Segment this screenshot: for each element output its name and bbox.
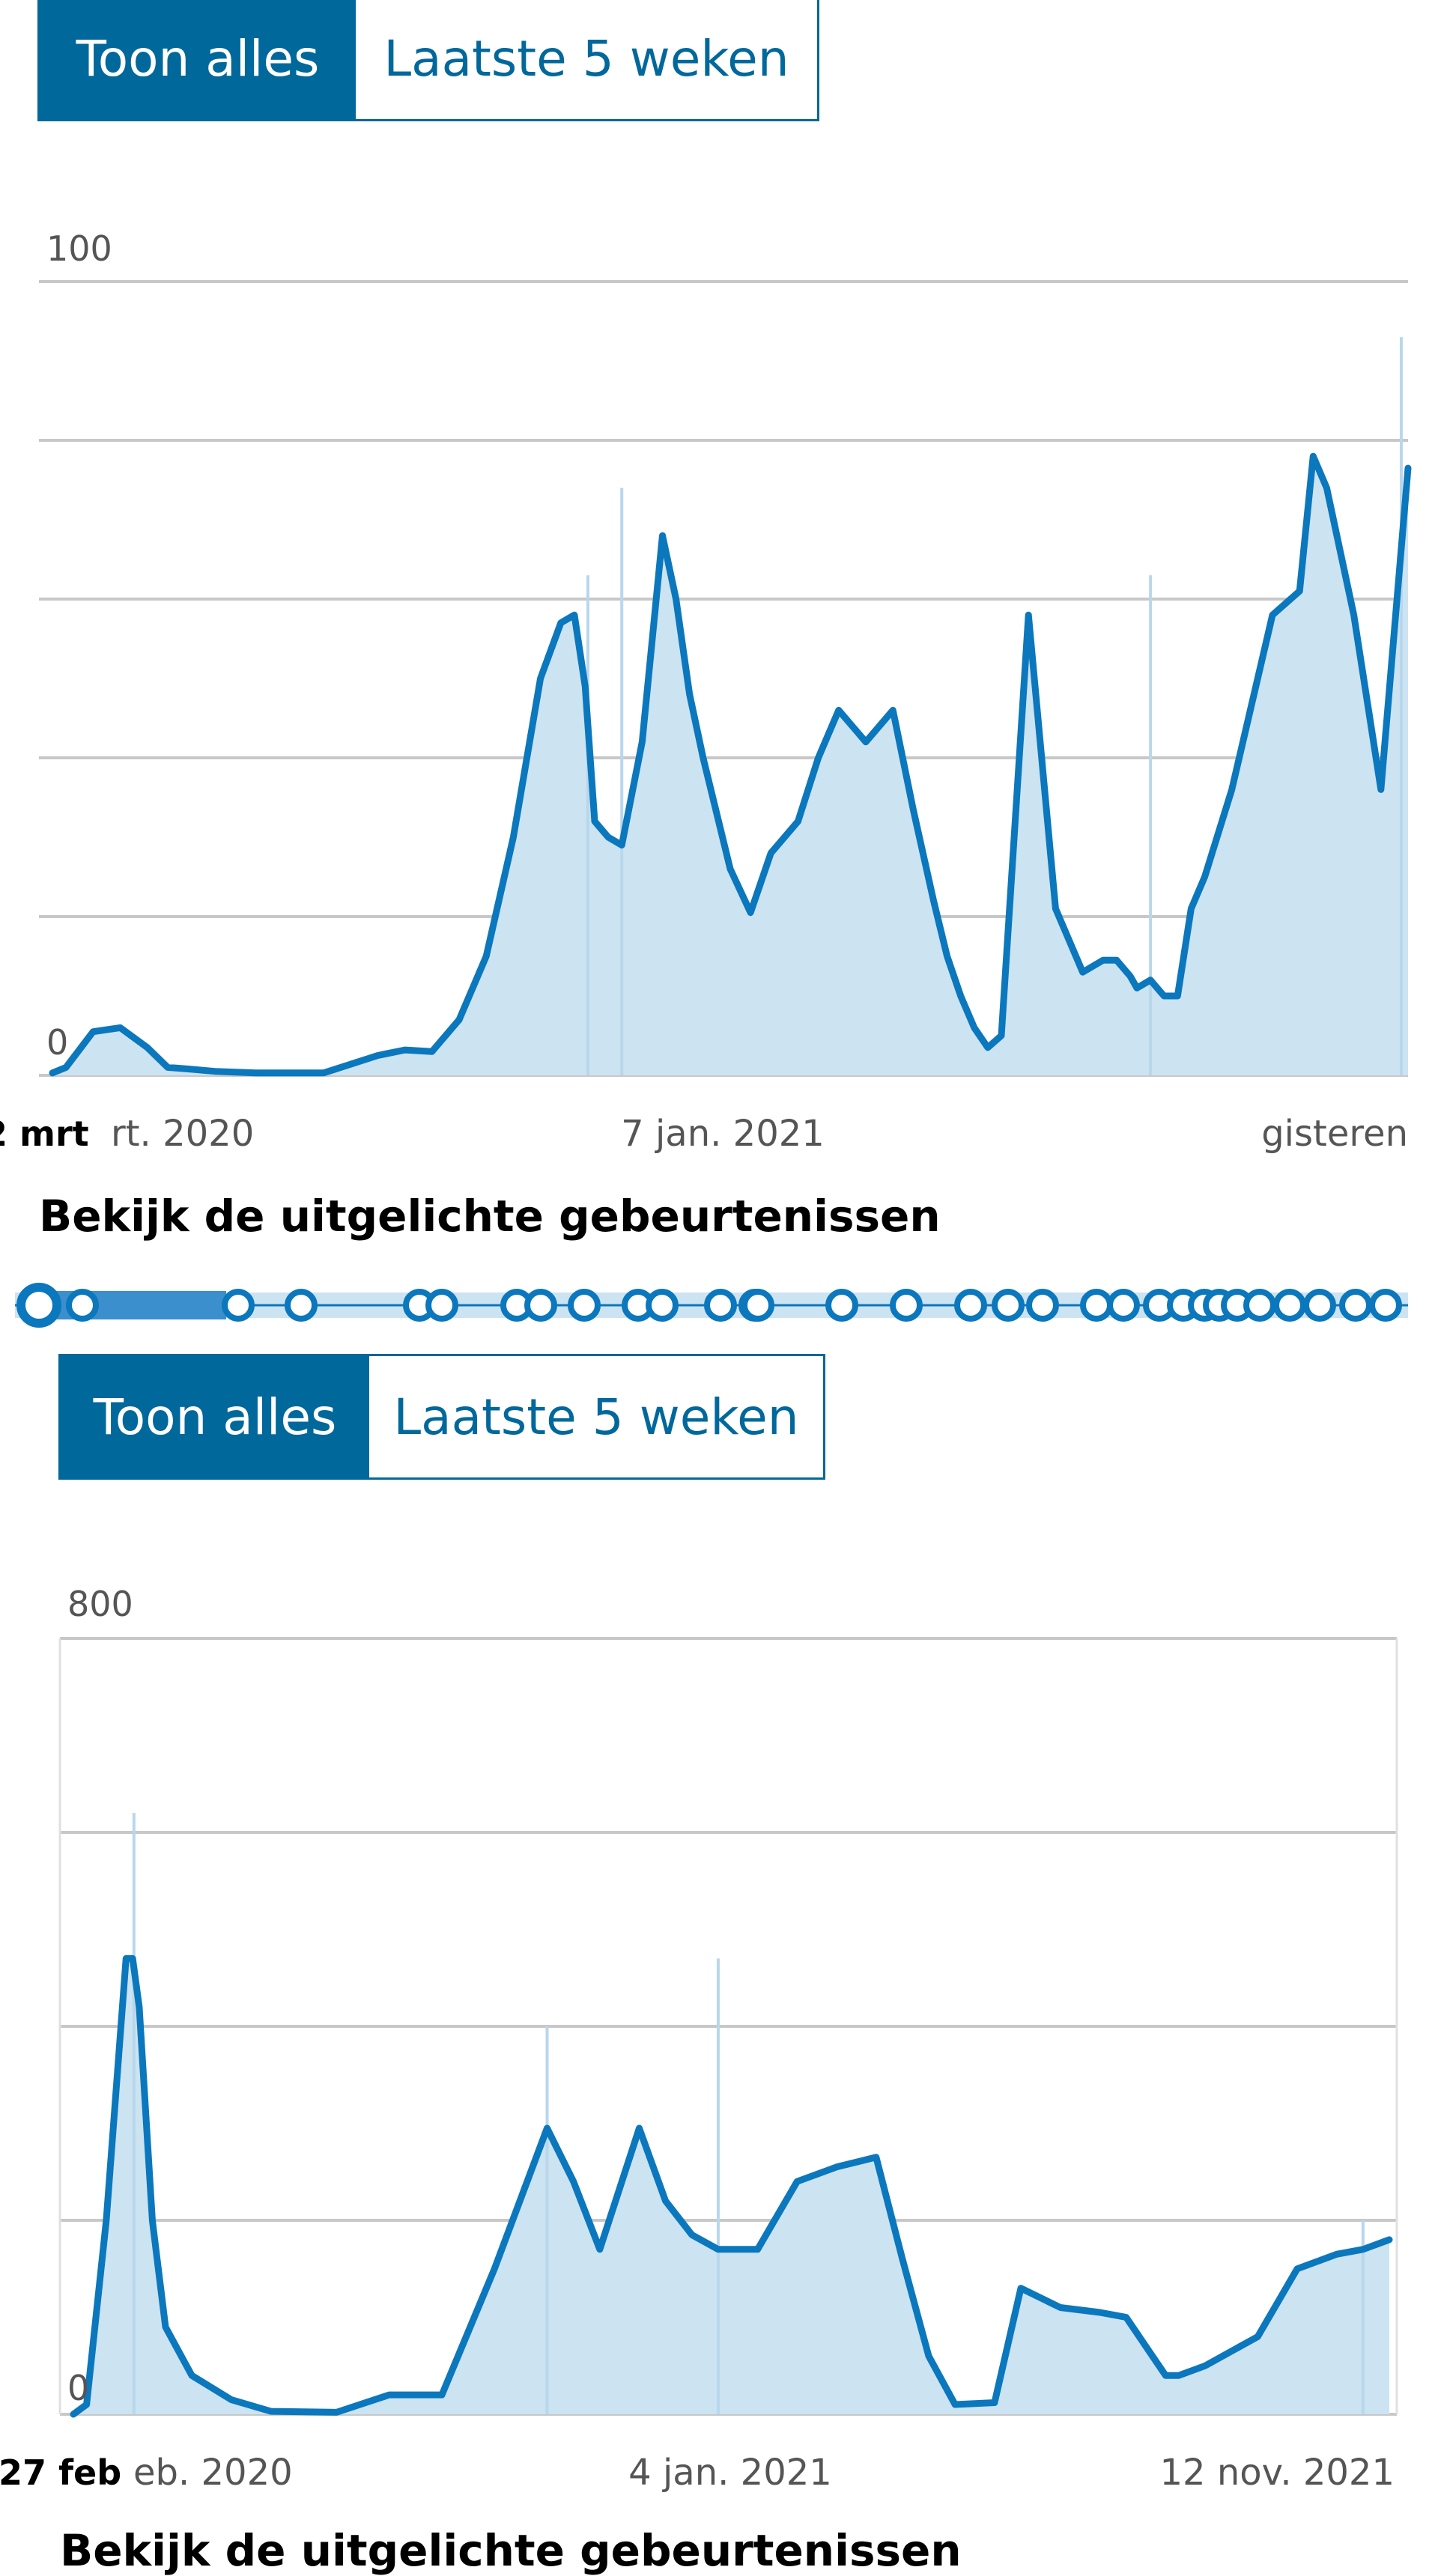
bar-spike xyxy=(716,1958,720,2414)
moving-average-line xyxy=(70,1954,1393,2418)
timeline-event-marker[interactable] xyxy=(16,1283,61,1328)
y-axis-zero-label: 0 xyxy=(67,2368,89,2408)
x-axis-start-bold-label: 27 feb xyxy=(0,2452,121,2493)
featured-events-heading: Bekijk de uitgelichte gebeurtenissen xyxy=(60,2525,962,2576)
y-axis-top-label: 800 xyxy=(67,1584,133,1624)
x-axis-mid-label: 4 jan. 2021 xyxy=(628,2452,832,2494)
daily-bars-area xyxy=(52,456,1408,1075)
timeline-event-marker[interactable] xyxy=(568,1289,601,1322)
x-axis-start-label: rt. 2020 xyxy=(111,1113,254,1155)
timeline-event-marker[interactable] xyxy=(524,1289,557,1322)
timeline-event-marker[interactable] xyxy=(1080,1289,1113,1322)
timeline-event-marker[interactable] xyxy=(1303,1289,1336,1322)
y-axis-top-label: 100 xyxy=(46,228,112,269)
featured-events-heading: Bekijk de uitgelichte gebeurtenissen xyxy=(39,1191,941,1242)
events-timeline[interactable] xyxy=(0,1275,1438,1335)
chart-1: 100 0 2 mrt rt. 2020 7 jan. 2021 gistere… xyxy=(0,228,1412,1155)
toon-alles-button[interactable]: Toon alles xyxy=(40,0,356,119)
bar-spike xyxy=(545,2026,549,2414)
x-axis-end-label: gisteren xyxy=(1261,1113,1408,1155)
bar-spike xyxy=(132,1813,136,2414)
daily-bars-area xyxy=(73,1958,1389,2414)
timeline-event-marker[interactable] xyxy=(66,1289,99,1322)
x-axis-start-label: eb. 2020 xyxy=(133,2452,293,2494)
x-axis-end-label: 12 nov. 2021 xyxy=(1160,2452,1395,2494)
bar-spike xyxy=(620,487,624,1075)
bar-spikes xyxy=(132,1813,1365,2414)
bar-spike xyxy=(1399,337,1403,1075)
timeline-event-marker[interactable] xyxy=(704,1289,737,1322)
bar-spikes xyxy=(586,337,1403,1075)
timeline-range-highlight[interactable] xyxy=(30,1291,226,1319)
timeline-event-marker[interactable] xyxy=(741,1289,774,1322)
laatste-5-weken-button[interactable]: Laatste 5 weken xyxy=(369,1356,823,1477)
bar-spike xyxy=(1361,2220,1365,2414)
timeline-event-marker[interactable] xyxy=(425,1289,458,1322)
timeline-event-marker[interactable] xyxy=(646,1289,679,1322)
timeline-event-marker[interactable] xyxy=(1339,1289,1372,1322)
toon-alles-button[interactable]: Toon alles xyxy=(61,1356,369,1477)
timeline-event-marker[interactable] xyxy=(285,1289,318,1322)
chart-2: 800 0 27 feb eb. 2020 4 jan. 2021 12 nov… xyxy=(0,1584,1398,2494)
y-axis-zero-label: 0 xyxy=(46,1022,68,1063)
timeline-event-marker[interactable] xyxy=(222,1289,255,1322)
timeline-event-marker[interactable] xyxy=(1026,1289,1059,1322)
chart-section-1: Toon alles Laatste 5 weken 100 0 2 mrt r… xyxy=(0,0,1438,1335)
laatste-5-weken-button[interactable]: Laatste 5 weken xyxy=(356,0,817,119)
timeline-event-marker[interactable] xyxy=(954,1289,987,1322)
bar-spike xyxy=(586,575,589,1075)
timeline-event-marker[interactable] xyxy=(825,1289,858,1322)
chart-section-2: Toon alles Laatste 5 weken 800 0 27 feb … xyxy=(0,1348,1438,2576)
timeline-event-marker[interactable] xyxy=(1369,1289,1402,1322)
timeline-event-marker[interactable] xyxy=(1243,1289,1276,1322)
timeline-event-marker[interactable] xyxy=(890,1289,923,1322)
timeline-event-marker[interactable] xyxy=(1107,1289,1140,1322)
time-range-toggle: Toon alles Laatste 5 weken xyxy=(58,1354,825,1480)
timeline-event-marker[interactable] xyxy=(1273,1289,1306,1322)
bar-spike xyxy=(1149,575,1153,1075)
moving-average-line xyxy=(49,452,1412,1077)
time-range-toggle: Toon alles Laatste 5 weken xyxy=(37,0,819,121)
timeline-event-marker[interactable] xyxy=(992,1289,1025,1322)
x-axis-start-bold-label: 2 mrt xyxy=(0,1114,89,1154)
x-axis-mid-label: 7 jan. 2021 xyxy=(621,1113,825,1155)
